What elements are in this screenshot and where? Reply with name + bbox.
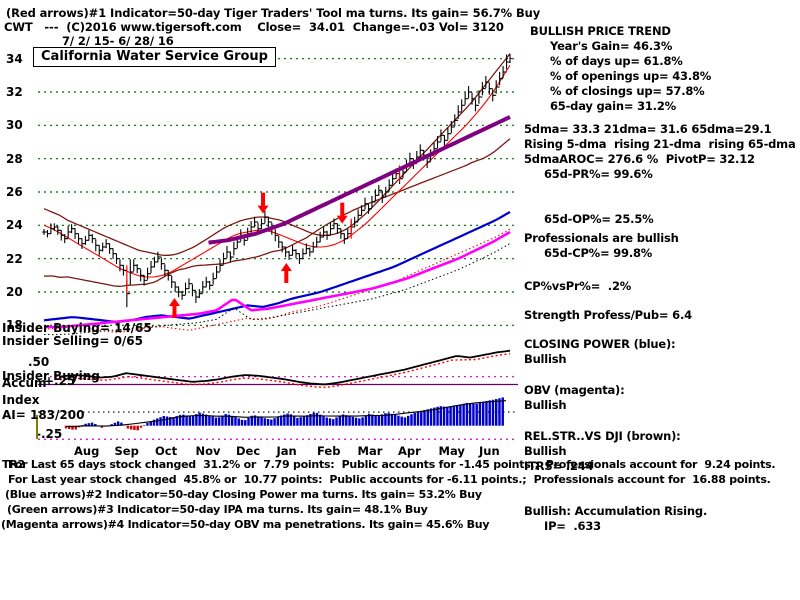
stat-line-9: 65d-PR%= 99.6% bbox=[544, 167, 653, 181]
month-label-may: May bbox=[438, 444, 465, 458]
footer-line-5: (Magenta arrows)#4 Indicator=50-day OBV … bbox=[1, 518, 490, 531]
price-tick-18: 18 bbox=[6, 318, 23, 333]
stat-line-4: % of closings up= 57.8% bbox=[550, 84, 705, 98]
stat-line-8: 5dmaAROC= 276.6 % PivotP= 32.12 bbox=[524, 152, 755, 166]
accum-label-line1: Accum bbox=[2, 376, 47, 390]
month-label-mar: Mar bbox=[357, 444, 383, 458]
month-label-apr: Apr bbox=[398, 444, 421, 458]
relative-strength-plot[interactable] bbox=[38, 342, 518, 394]
stat-line-14: Strength Profess/Pub= 6.4 bbox=[524, 308, 692, 322]
stat-line-1: Year's Gain= 46.3% bbox=[550, 39, 673, 53]
month-label-oct: Oct bbox=[155, 444, 178, 458]
axis-tick-mark bbox=[36, 415, 38, 439]
price-tick-20: 20 bbox=[6, 285, 23, 299]
price-chart-plot[interactable] bbox=[38, 42, 518, 342]
stat-line-2: % of days up= 61.8% bbox=[550, 54, 683, 68]
price-tick-24: 24 bbox=[6, 218, 23, 233]
header-line-daterange: 7/ 2/ 15- 6/ 28/ 16 bbox=[62, 34, 174, 48]
stat-line-17: OBV (magenta): bbox=[524, 383, 625, 397]
rs-tick-plus25: +.25 bbox=[44, 374, 76, 388]
accum-label-line2: Index bbox=[2, 393, 40, 407]
chart-title-box: California Water Service Group bbox=[33, 47, 276, 67]
insider-buying-overlay-2: Insider Buying bbox=[2, 369, 100, 383]
stat-line-6: 5dma= 33.3 21dma= 31.6 65dma=29.1 bbox=[524, 122, 772, 136]
price-tick-30: 30 bbox=[6, 118, 23, 133]
stat-line-12: 65d-CP%= 99.8% bbox=[544, 246, 653, 260]
month-label-nov: Nov bbox=[195, 444, 221, 458]
month-label-jan: Jan bbox=[276, 444, 297, 458]
rs-tick-50: .50 bbox=[28, 355, 50, 369]
footer-overlap-text: TR2 bbox=[2, 458, 25, 471]
price-tick-22: 22 bbox=[6, 251, 23, 266]
stat-line-13: CP%vsPr%= .2% bbox=[524, 279, 632, 293]
stat-line-10: 65d-OP%= 25.5% bbox=[544, 212, 654, 226]
stat-line-0: BULLISH PRICE TREND bbox=[530, 24, 671, 38]
header-line-quote: CWT --- (C)2016 www.tigersoft.com Close=… bbox=[4, 20, 504, 34]
stat-line-7: Rising 5-dma rising 21-dma rising 65-dma bbox=[524, 137, 796, 151]
stat-line-16: Bullish bbox=[524, 352, 567, 366]
month-label-dec: Dec bbox=[236, 444, 261, 458]
month-label-jun: Jun bbox=[479, 444, 500, 458]
insider-buying-label: Insider Buying= 14/65 bbox=[2, 321, 152, 335]
month-label-feb: Feb bbox=[317, 444, 341, 458]
stat-line-20: Bullish bbox=[524, 444, 567, 458]
stat-line-3: % of openings up= 43.8% bbox=[550, 69, 712, 83]
footer-line-3: (Blue arrows)#2 Indicator=50-day Closing… bbox=[5, 488, 482, 501]
price-tick-28: 28 bbox=[6, 151, 23, 166]
month-label-sep: Sep bbox=[114, 444, 139, 458]
price-tick-34: 34 bbox=[6, 51, 23, 66]
price-tick-26: 26 bbox=[6, 185, 23, 199]
stat-line-15: CLOSING POWER (blue): bbox=[524, 337, 676, 351]
footer-line-1: For Last 65 days stock changed 31.2% or … bbox=[8, 458, 776, 471]
stat-line-23: IP= .633 bbox=[544, 519, 601, 533]
stat-line-18: Bullish bbox=[524, 398, 567, 412]
month-label-aug: Aug bbox=[74, 444, 100, 458]
footer-line-2: For Last year stock changed 45.8% or 10.… bbox=[8, 473, 771, 486]
accumulation-index-plot[interactable] bbox=[38, 392, 518, 442]
stat-line-19: REL.STR..VS DJI (brown): bbox=[524, 429, 681, 443]
price-tick-32: 32 bbox=[6, 85, 23, 99]
stat-line-5: 65-day gain= 31.2% bbox=[550, 99, 676, 113]
insider-selling-label: Insider Selling= 0/65 bbox=[2, 334, 144, 348]
accum-index-value: AI= 183/200 bbox=[2, 408, 85, 422]
stat-line-21: ITRS= .244 bbox=[524, 459, 594, 473]
footer-line-4: (Green arrows)#3 Indicator=50-day IPA ma… bbox=[7, 503, 428, 516]
accum-tick-minus25: -.25 bbox=[36, 427, 63, 441]
statistics-panel: BULLISH PRICE TREND Year's Gain= 46.3%% o… bbox=[524, 24, 800, 533]
header-line-indicator1: (Red arrows)#1 Indicator=50-day Tiger Tr… bbox=[6, 6, 541, 20]
stat-line-11: Professionals are bullish bbox=[524, 231, 679, 245]
stat-line-22: Bullish: Accumulation Rising. bbox=[524, 504, 708, 518]
